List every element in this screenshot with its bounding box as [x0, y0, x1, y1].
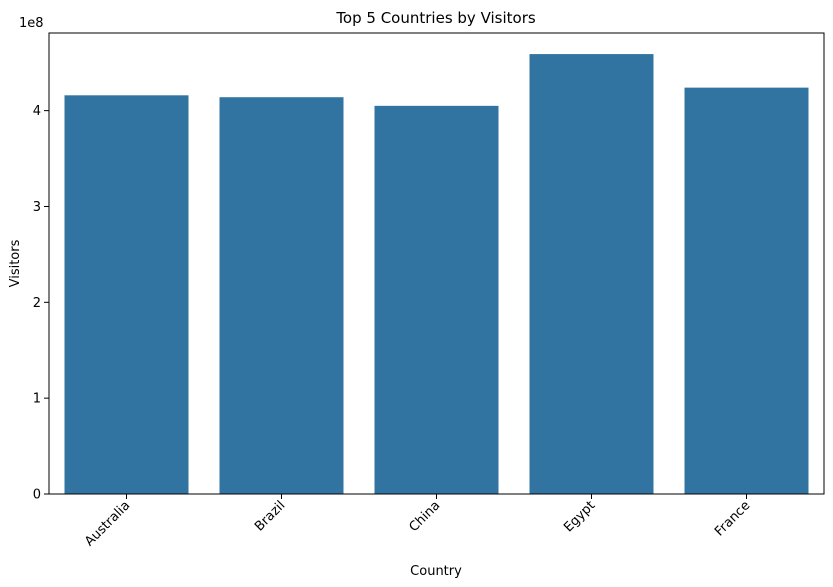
- plot-frame: [48, 32, 825, 495]
- bar-france: [684, 87, 809, 494]
- x-tick-label: China: [406, 498, 443, 535]
- x-tick-label: Egypt: [561, 498, 598, 535]
- y-axis-label: Visitors: [8, 239, 23, 287]
- y-tick-label: 0: [33, 488, 41, 503]
- x-axis-label: Country: [410, 564, 462, 579]
- x-ticks-group: Australia Brazil China Egypt France: [82, 494, 753, 549]
- y-ticks-group: 0 1 2 3 4: [33, 104, 49, 503]
- y-tick-label: 3: [33, 200, 41, 215]
- bars-group: [64, 54, 809, 495]
- bar-brazil: [219, 97, 344, 494]
- y-tick-label: 1: [33, 392, 41, 407]
- y-scale-multiplier: 1e8: [19, 16, 44, 31]
- bar-china: [374, 105, 499, 495]
- bar-egypt: [529, 54, 654, 495]
- y-tick-label: 4: [33, 104, 41, 119]
- x-tick-label: Brazil: [252, 498, 288, 534]
- bar-australia: [64, 95, 189, 494]
- x-tick-label: Australia: [82, 498, 133, 549]
- y-tick-label: 2: [33, 296, 41, 311]
- chart-title: Top 5 Countries by Visitors: [335, 9, 536, 27]
- x-tick-label: France: [712, 498, 753, 539]
